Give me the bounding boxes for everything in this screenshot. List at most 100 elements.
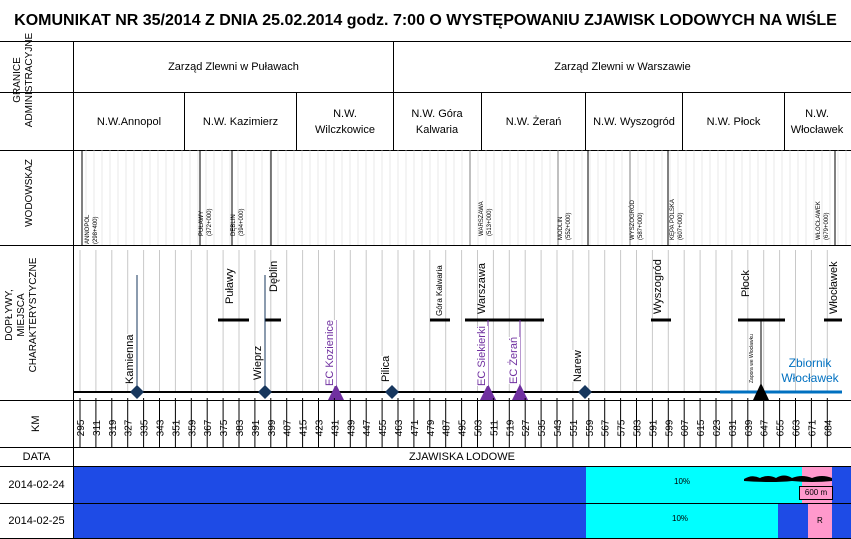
km-tick-label: 471 (410, 419, 421, 436)
km-tick-label: 663 (792, 419, 803, 436)
ice-segment-jam (808, 504, 832, 538)
km-tick-label: 631 (728, 419, 739, 436)
km-tick-label: 655 (776, 419, 787, 436)
km-tick-label: 415 (299, 419, 310, 436)
nadzor-gora-kalwaria: N.W. Góra Kalwaria (399, 93, 475, 150)
nadzor-label: N.W. Żerań (505, 115, 562, 128)
km-tick-label: 583 (633, 419, 644, 436)
ice-jam-length-label: 600 m (799, 486, 833, 500)
nadzor-wloclawek: N.W. Włocławek (791, 93, 844, 150)
km-tick-label: 399 (267, 419, 278, 436)
km-tick-label: 607 (680, 419, 691, 436)
zarzad-pulawy: Zarząd Zlewni w Puławach (74, 42, 393, 92)
ice-segment-no-ice (832, 504, 851, 538)
km-tick-label: 495 (458, 419, 469, 436)
nadzor-label: N.W.Annopol (96, 115, 162, 128)
km-tick-label: 311 (92, 420, 103, 436)
km-tick-label: 295 (76, 419, 87, 436)
ice-segment-no-ice (74, 504, 586, 538)
zarzad-label: Zarząd Zlewni w Puławach (168, 61, 299, 73)
ice-segment-no-ice (778, 504, 808, 538)
row-label-data: DATA (22, 451, 51, 463)
km-tick-label: 439 (346, 419, 357, 436)
nadzor-plock: N.W. Płock (683, 93, 784, 150)
km-tick-label: 431 (330, 419, 341, 436)
km-tick-label: 359 (187, 419, 198, 436)
km-tick-label: 503 (474, 419, 485, 436)
page-title: KOMUNIKAT NR 35/2014 Z DNIA 25.02.2014 g… (0, 0, 851, 42)
ice-row-date: 2014-02-25 (8, 515, 65, 527)
cell-border (393, 42, 394, 92)
cell-border (184, 92, 185, 150)
km-tick-label: 551 (569, 419, 580, 436)
row-divider (0, 150, 851, 151)
profile-markers (74, 275, 842, 400)
zjawiska-header: ZJAWISKA LODOWE (409, 451, 515, 463)
km-tick-label: 343 (156, 419, 167, 436)
gauge-lines (81, 150, 847, 245)
cell-border (784, 92, 785, 150)
row-divider (0, 503, 851, 504)
ice-row-date: 2014-02-24 (8, 479, 65, 491)
tributary-marker (130, 385, 144, 399)
row-divider (0, 92, 851, 93)
km-tick-label: 647 (760, 419, 771, 436)
nadzor-label: N.W. Góra Kalwaria (411, 107, 463, 136)
km-axis: 295 311 319 327 335 343 351 359 367 375 383 391 399 4… (76, 398, 834, 448)
ice-regulation-label: R (817, 516, 823, 525)
zarzad-warszawa: Zarząd Zlewni w Warszawie (394, 42, 851, 92)
dam-marker (753, 383, 769, 400)
km-grid-lines (79, 250, 828, 392)
km-tick-label: 447 (362, 419, 373, 436)
nadzor-label: N.W. Wyszogród (593, 115, 675, 128)
ice-percent-label: 10% (672, 514, 689, 523)
ice-percent-label: 10% (674, 477, 691, 486)
nadzor-kazimierz: N.W. Kazimierz (185, 93, 296, 150)
km-tick-label: 463 (394, 419, 405, 436)
km-tick-label: 375 (219, 419, 230, 436)
km-tick-label: 575 (617, 419, 628, 436)
km-tick-label: 479 (426, 419, 437, 436)
nadzor-wyszogrod: N.W. Wyszogród (586, 93, 682, 150)
km-tick-label: 335 (140, 419, 151, 436)
nadzor-zeran: N.W. Żerań (482, 93, 585, 150)
km-tick-label: 511 (489, 420, 500, 436)
km-tick-label: 527 (521, 419, 532, 436)
cell-border (682, 92, 683, 150)
nadzor-label: N.W. Kazimierz (202, 115, 279, 128)
km-tick-label: 559 (585, 419, 596, 436)
cell-border (296, 92, 297, 150)
row-divider (0, 245, 851, 246)
km-tick-label: 351 (171, 419, 182, 436)
row-divider (0, 447, 851, 448)
row-divider (0, 400, 851, 401)
km-tick-label: 615 (696, 419, 707, 436)
km-tick-label: 487 (442, 419, 453, 436)
km-tick-label: 591 (648, 419, 659, 436)
cell-border (393, 92, 394, 150)
km-tick-label: 319 (108, 419, 119, 436)
zarzad-label: Zarząd Zlewni w Warszawie (554, 61, 691, 73)
km-tick-label: 623 (712, 419, 723, 436)
km-tick-label: 543 (553, 419, 564, 436)
tributary-marker (578, 385, 592, 399)
nadzor-wilczkowice: N.W. Wilczkowice (305, 93, 385, 150)
tributary-marker (385, 385, 399, 399)
km-tick-label: 383 (235, 419, 246, 436)
cell-border (481, 92, 482, 150)
ice-jam-hatch (744, 475, 832, 482)
km-tick-label: 327 (124, 419, 135, 436)
row-divider (0, 466, 851, 467)
label-column-border (73, 42, 74, 539)
km-tick-label: 639 (744, 419, 755, 436)
power-plant-marker (328, 384, 344, 400)
km-tick-label: 684 (823, 419, 834, 436)
nadzor-label: N.W. Płock (706, 115, 761, 128)
km-tick-label: 567 (601, 419, 612, 436)
km-tick-label: 519 (505, 419, 516, 436)
km-tick-label: 535 (537, 419, 548, 436)
cell-border (585, 92, 586, 150)
nadzor-label: N.W. Włocławek (790, 107, 844, 136)
km-tick-label: 671 (807, 419, 818, 436)
